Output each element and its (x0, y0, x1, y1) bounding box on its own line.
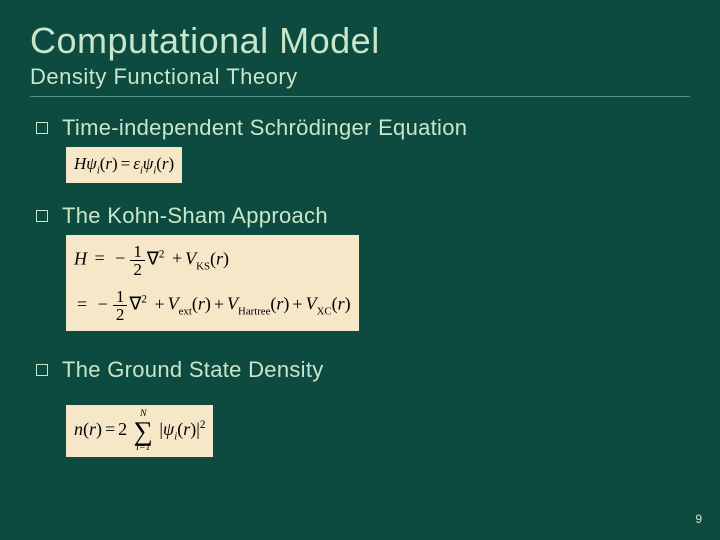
bullet-text: Time-independent Schrödinger Equation (62, 115, 467, 141)
bullet-icon (36, 210, 48, 222)
bullet-item: The Ground State Density (36, 357, 690, 383)
bullet-text: The Ground State Density (62, 357, 324, 383)
slide: Computational Model Density Functional T… (0, 0, 720, 497)
slide-title: Computational Model (30, 20, 690, 62)
bullet-item: The Kohn-Sham Approach (36, 203, 690, 229)
page-number: 9 (695, 512, 702, 526)
equation-schrodinger: Hψi(r)=εiψi(r) (66, 147, 182, 183)
bullet-icon (36, 364, 48, 376)
equation-kohn-sham: H = −12∇2 +VKS(r) = −12∇2 +Vext(r)+VHart… (66, 235, 359, 331)
bullet-item: Time-independent Schrödinger Equation (36, 115, 690, 141)
slide-content: Time-independent Schrödinger Equation Hψ… (30, 115, 690, 477)
slide-subtitle: Density Functional Theory (30, 64, 690, 97)
bullet-text: The Kohn-Sham Approach (62, 203, 328, 229)
bullet-icon (36, 122, 48, 134)
equation-ground-state-density: n(r)=2 N∑i=1 |ψi(r)|2 (66, 405, 213, 457)
